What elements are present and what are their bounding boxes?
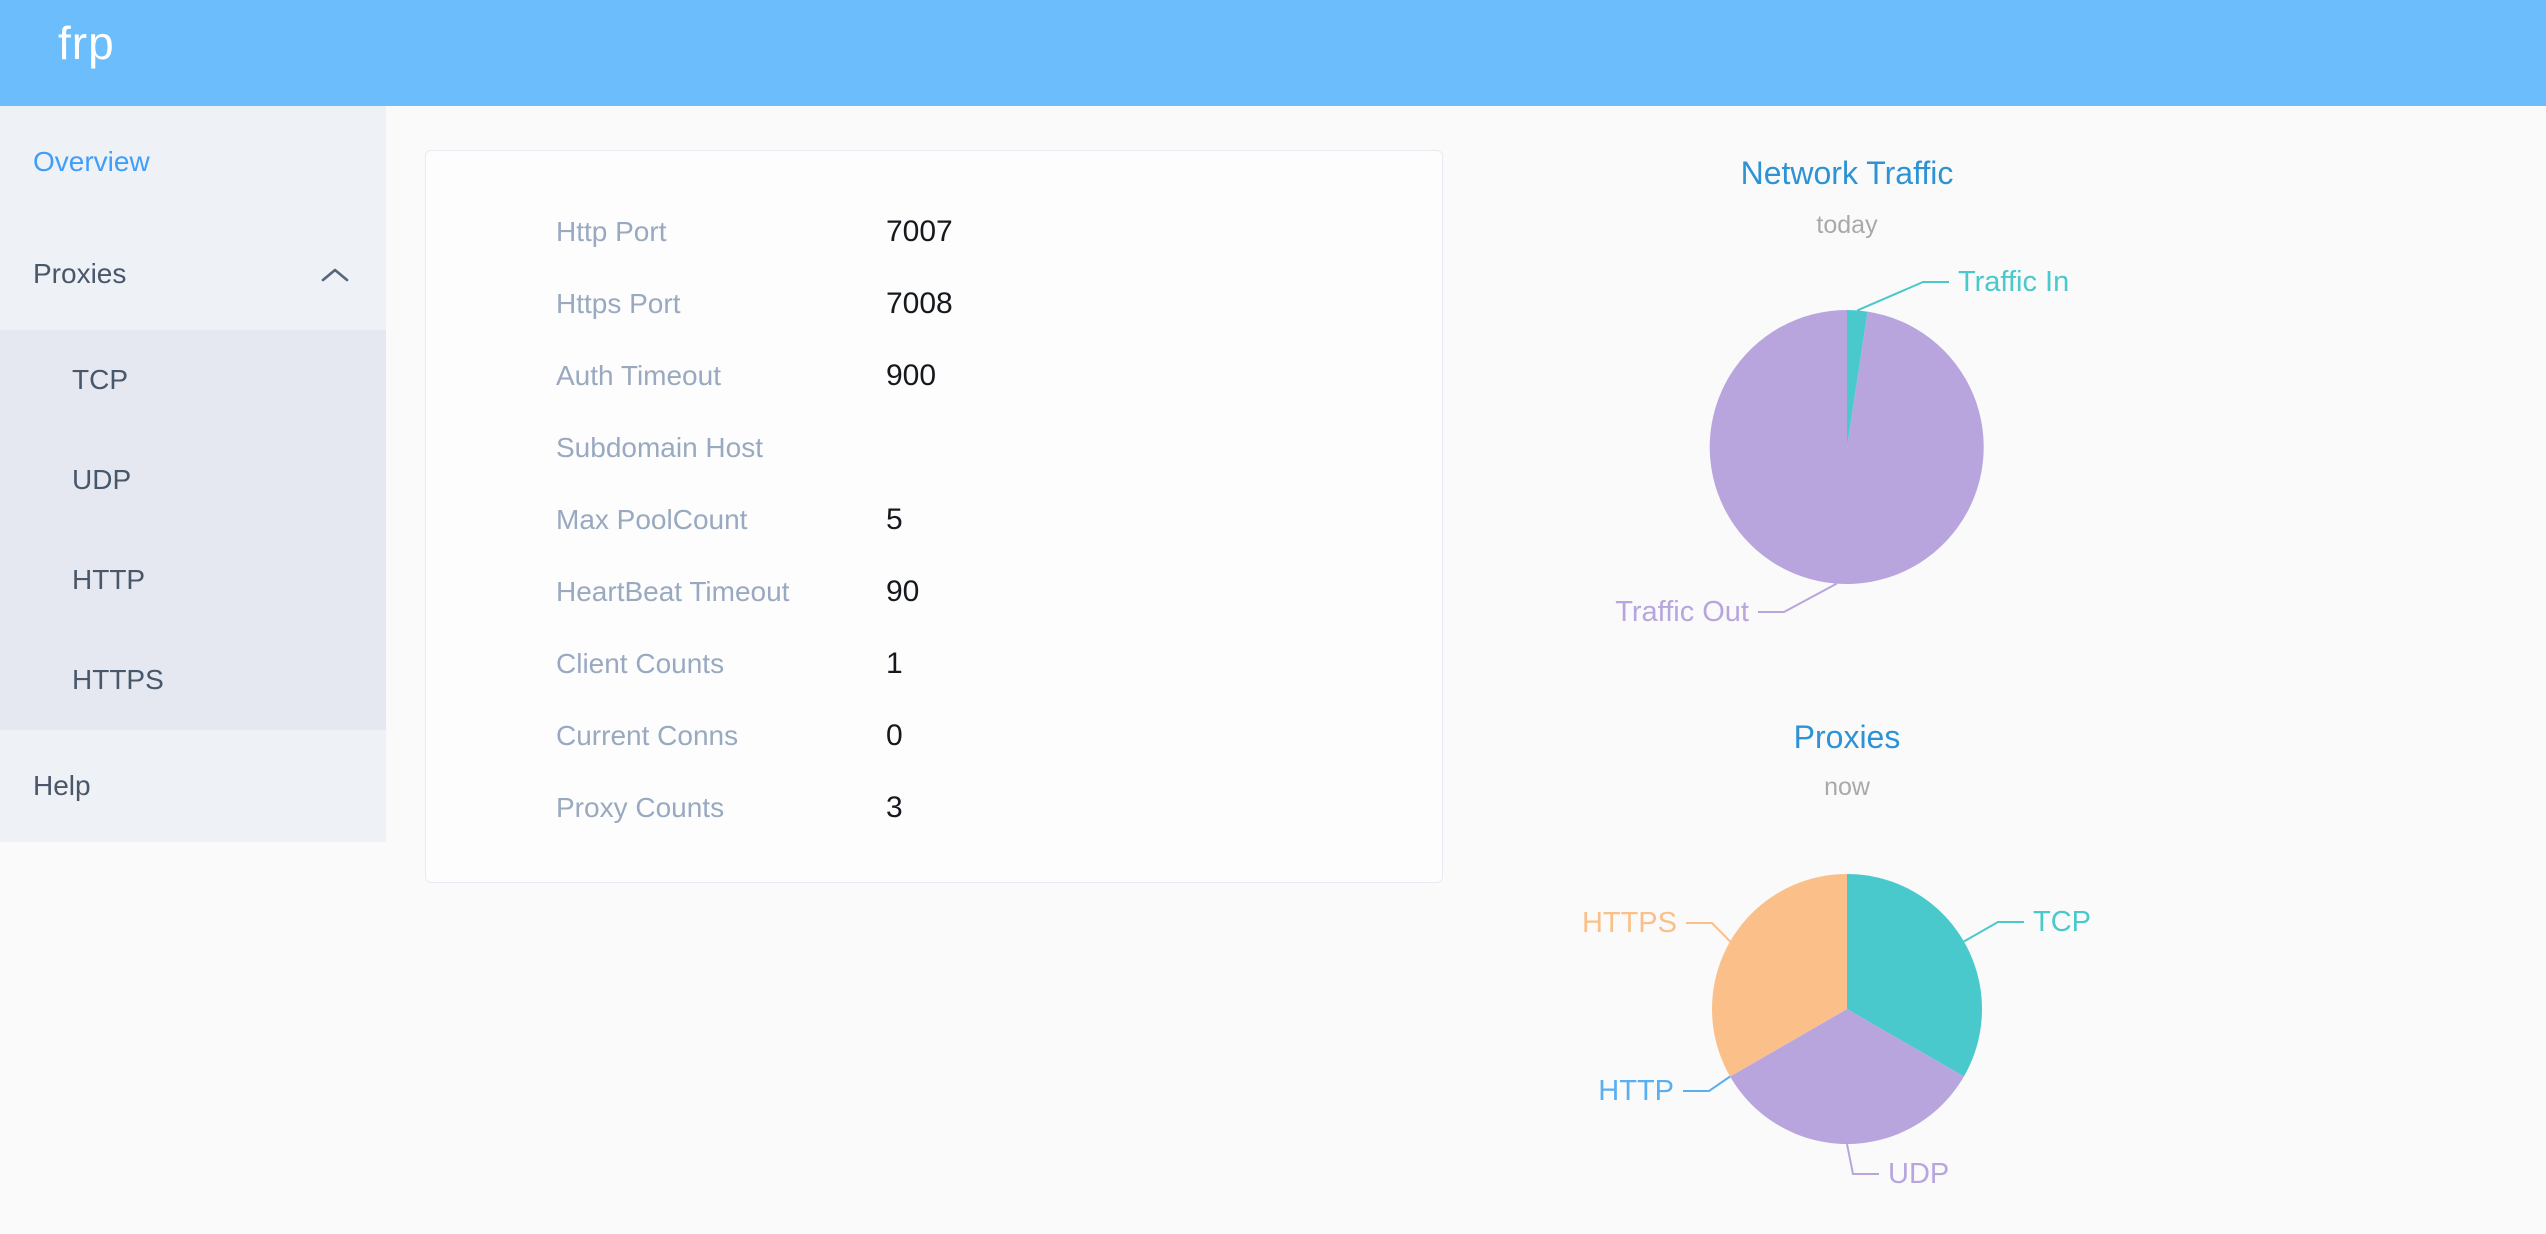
- pie-label-line-http: [1683, 1075, 1731, 1092]
- network-traffic-chart-subtitle: today: [1816, 211, 1878, 239]
- sidebar-item-tcp[interactable]: TCP: [72, 364, 128, 395]
- pie-slice-https[interactable]: [1712, 874, 1847, 1077]
- config-value: 0: [886, 719, 903, 752]
- pie-slice-tcp[interactable]: [1847, 874, 1982, 1077]
- sidebar-item-help[interactable]: Help: [0, 730, 386, 842]
- pie-label-line-traffic-out: [1758, 582, 1838, 613]
- config-value: 7008: [886, 287, 953, 320]
- pie-label-traffic-in: Traffic In: [1958, 266, 2069, 298]
- sidebar-item-proxies[interactable]: Proxies: [0, 218, 386, 330]
- config-row-current-conns: Current Conns 0: [426, 700, 1442, 772]
- pie-label-https: HTTPS: [1582, 907, 1677, 939]
- sidebar-item-udp[interactable]: UDP: [72, 464, 132, 495]
- config-label: Http Port: [556, 216, 667, 247]
- config-label: HeartBeat Timeout: [556, 576, 790, 607]
- pie-label-line-tcp: [1963, 921, 2024, 943]
- pie-label-traffic-out: Traffic Out: [1615, 596, 1749, 628]
- config-label: Current Conns: [556, 720, 739, 751]
- pie-label-line-traffic-in: [1856, 281, 1949, 312]
- config-label: Auth Timeout: [556, 360, 721, 391]
- config-row-proxy-counts: Proxy Counts 3: [426, 772, 1442, 844]
- config-value: 5: [886, 503, 903, 536]
- config-row-subdomain-host: Subdomain Host: [426, 412, 1442, 484]
- config-label: Proxy Counts: [556, 792, 725, 823]
- pie-slice-traffic-out[interactable]: [1709, 309, 1984, 584]
- app-header: frp: [0, 0, 2546, 106]
- config-value: 90: [886, 575, 920, 608]
- pie-label-tcp: TCP: [2033, 906, 2091, 938]
- pie-label-udp: UDP: [1888, 1158, 1949, 1190]
- app-logo: frp: [58, 17, 115, 69]
- config-row-max-poolcount: Max PoolCount 5: [426, 484, 1442, 556]
- proxies-chart-subtitle: now: [1824, 773, 1870, 801]
- config-row-auth-timeout: Auth Timeout 900: [426, 340, 1442, 412]
- config-row-https-port: Https Port 7008: [426, 268, 1442, 340]
- sidebar: Overview Proxies TCP UDP HTTP HTTPS Help: [0, 106, 386, 842]
- config-row-http-port: Http Port 7007: [426, 196, 1442, 268]
- config-value: 1: [886, 647, 903, 680]
- server-config-card: Http Port 7007 Https Port 7008 Auth Time…: [425, 150, 1443, 883]
- sidebar-item-overview[interactable]: Overview: [0, 106, 386, 218]
- sidebar-item-http[interactable]: HTTP: [72, 564, 146, 595]
- sidebar-item-help-label: Help: [33, 770, 91, 801]
- sidebar-item-proxies-label: Proxies: [33, 258, 127, 289]
- sidebar-item-https[interactable]: HTTPS: [72, 664, 164, 695]
- pie-label-line-udp: [1846, 1143, 1879, 1175]
- config-value: 3: [886, 791, 903, 824]
- config-row-heartbeat-timeout: HeartBeat Timeout 90: [426, 556, 1442, 628]
- pie-slice-udp[interactable]: [1730, 1009, 1964, 1144]
- config-label: Https Port: [556, 288, 681, 319]
- proxies-chart-title: Proxies: [1793, 719, 1901, 755]
- config-label: Max PoolCount: [556, 504, 748, 535]
- config-value: 900: [886, 359, 937, 392]
- pie-label-http: HTTP: [1598, 1075, 1674, 1107]
- chevron-up-icon: [321, 268, 349, 282]
- sidebar-item-overview-label: Overview: [33, 146, 150, 177]
- pie-slice-traffic-in[interactable]: [1847, 310, 1868, 447]
- config-value: 7007: [886, 215, 953, 248]
- pie-label-line-https: [1686, 922, 1731, 943]
- config-label: Subdomain Host: [556, 432, 764, 463]
- network-traffic-chart-title: Network Traffic: [1740, 155, 1954, 191]
- config-label: Client Counts: [556, 648, 725, 679]
- config-row-client-counts: Client Counts 1: [426, 628, 1442, 700]
- proxies-submenu: TCP UDP HTTP HTTPS: [0, 330, 386, 730]
